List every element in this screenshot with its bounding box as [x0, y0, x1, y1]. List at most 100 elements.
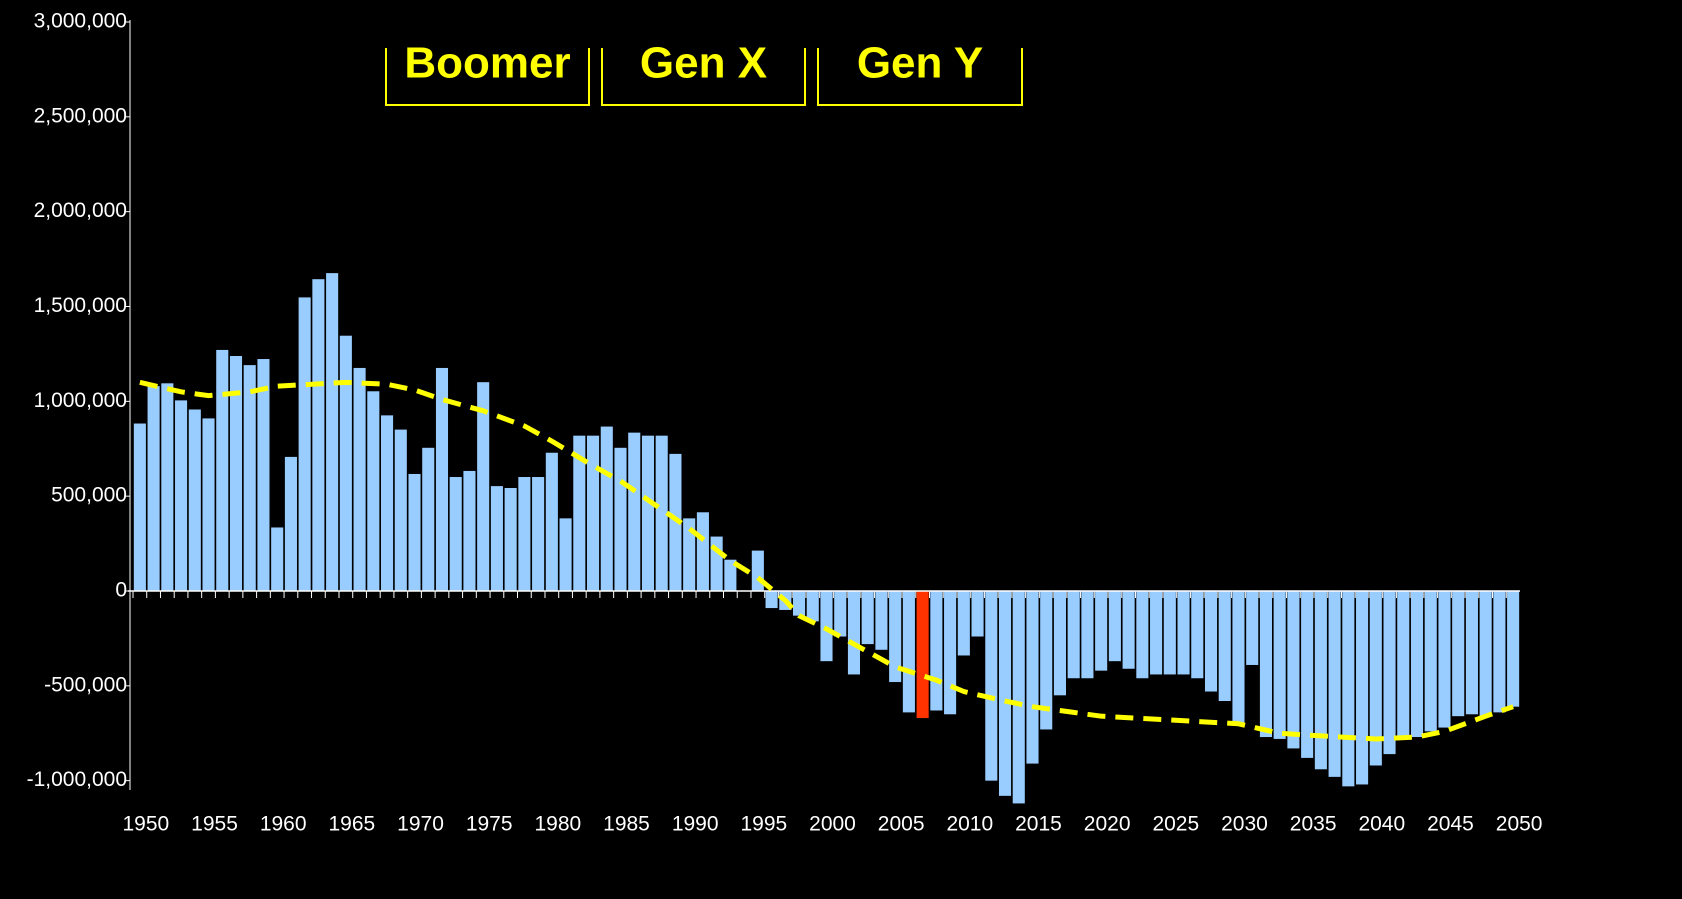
bar: [1383, 591, 1396, 755]
bar: [1397, 591, 1410, 738]
bar: [422, 447, 435, 591]
bar: [614, 447, 627, 591]
bar: [353, 367, 366, 591]
bar: [1218, 591, 1231, 702]
bar: [902, 591, 915, 713]
bar: [1369, 591, 1382, 766]
bar: [1150, 591, 1163, 675]
bar: [147, 386, 160, 591]
bar: [449, 477, 462, 591]
bar: [1342, 591, 1355, 787]
bar: [724, 559, 737, 591]
bar: [1259, 591, 1272, 738]
x-tick-label: 2050: [1496, 813, 1543, 836]
x-tick-label: 1965: [328, 813, 375, 836]
y-tick-label: -1,000,000: [27, 768, 127, 791]
bar: [271, 527, 284, 591]
bar: [133, 423, 146, 591]
bar: [916, 591, 929, 719]
bar: [1081, 591, 1094, 679]
bar: [1507, 591, 1520, 707]
x-tick-label: 2005: [878, 813, 925, 836]
bar: [641, 435, 655, 591]
x-tick-label: 2045: [1427, 813, 1474, 836]
bar: [1479, 591, 1492, 717]
bar: [998, 591, 1012, 796]
bar: [312, 279, 325, 591]
bar: [834, 591, 847, 637]
y-tick-label: 0: [115, 579, 127, 602]
bar: [765, 591, 778, 609]
x-tick-label: 1995: [740, 813, 787, 836]
bar: [1424, 591, 1437, 732]
bar: [1232, 591, 1245, 724]
bar: [463, 470, 476, 591]
bar: [545, 452, 558, 591]
bar: [1040, 591, 1053, 730]
annotation: Gen Y: [857, 39, 983, 88]
bar: [408, 473, 421, 591]
bar: [683, 518, 696, 591]
bar: [751, 550, 764, 591]
bar: [1356, 591, 1369, 785]
y-tick-label: -500,000: [44, 673, 127, 696]
bar: [806, 591, 819, 622]
bar: [298, 297, 311, 591]
x-tick-label: 1985: [603, 813, 650, 836]
bar: [1438, 591, 1451, 728]
bar: [188, 409, 201, 591]
x-tick-label: 1960: [260, 813, 307, 836]
bar: [504, 488, 517, 591]
bar: [257, 359, 270, 591]
y-tick-label: 1,000,000: [34, 389, 127, 412]
bar: [394, 429, 407, 591]
bar: [792, 591, 806, 616]
trend-line: [139, 379, 1514, 742]
y-tick-label: 1,500,000: [34, 294, 127, 317]
bar: [655, 435, 668, 591]
x-tick-label: 2040: [1358, 813, 1405, 836]
bar: [1053, 591, 1066, 696]
y-tick-label: 2,000,000: [34, 199, 127, 222]
x-tick-label: 1980: [534, 813, 581, 836]
bar: [367, 391, 380, 591]
x-tick-label: 1990: [672, 813, 719, 836]
bar: [985, 591, 998, 781]
bar: [1287, 591, 1300, 749]
bar: [669, 453, 682, 591]
bar: [477, 382, 490, 591]
bar: [1012, 591, 1025, 804]
bar: [1026, 591, 1039, 764]
x-tick-label: 1955: [191, 813, 238, 836]
bar: [875, 591, 888, 650]
bar: [1452, 591, 1465, 717]
bar: [216, 349, 229, 591]
bar: [490, 486, 503, 591]
bar: [628, 432, 641, 591]
bar: [820, 591, 833, 662]
bar: [1314, 591, 1327, 770]
bar: [710, 536, 723, 591]
bar: [1328, 591, 1341, 777]
y-tick-label: 3,000,000: [34, 10, 127, 33]
bar: [587, 435, 600, 591]
bar: [518, 477, 531, 591]
bar: [1177, 591, 1190, 675]
x-tick-label: 2015: [1015, 813, 1062, 836]
bar: [1122, 591, 1135, 669]
bar: [971, 591, 984, 637]
x-tick-label: 1950: [123, 813, 170, 836]
x-tick-label: 1975: [466, 813, 513, 836]
bar: [1493, 591, 1506, 713]
bar: [284, 456, 297, 591]
bar: [435, 367, 449, 591]
bar: [1067, 591, 1080, 679]
bar: [1191, 591, 1204, 679]
bar: [1136, 591, 1149, 679]
bar: [243, 365, 256, 591]
annotation: Gen X: [640, 39, 767, 88]
bar: [696, 512, 709, 591]
bar: [1246, 591, 1259, 665]
